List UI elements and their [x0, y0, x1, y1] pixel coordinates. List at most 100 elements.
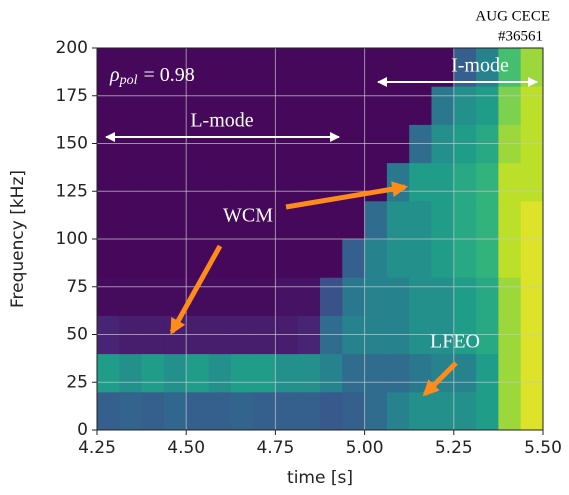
heatmap-cell [364, 277, 388, 316]
y-tick-label: 25 [66, 372, 88, 392]
heatmap-cell [409, 48, 432, 87]
heatmap-cell [275, 200, 299, 240]
heatmap-cell [230, 162, 254, 202]
heatmap-cell [386, 162, 410, 202]
heatmap-cell [253, 200, 276, 240]
heatmap-cell [297, 200, 321, 240]
heatmap-cell [97, 48, 120, 87]
heatmap-cell [297, 353, 321, 393]
heatmap-cell [163, 86, 187, 125]
heatmap-cell [119, 162, 143, 202]
heatmap-cell [386, 239, 410, 278]
heatmap-cell [520, 277, 544, 316]
y-tick-label: 200 [56, 38, 88, 58]
heatmap-cell [520, 353, 544, 393]
heatmap-cell [208, 162, 232, 202]
heatmap-cell [141, 86, 165, 125]
wcm-label: WCM [223, 205, 273, 227]
x-axis-label: time [s] [287, 468, 353, 488]
heatmap-cell [119, 86, 143, 125]
heatmap-cell [342, 48, 366, 87]
heatmap-cell [253, 86, 276, 125]
y-tick-label: 50 [66, 325, 88, 345]
heatmap-cell [275, 48, 299, 87]
heatmap-cell [163, 353, 187, 393]
heatmap-cell [97, 353, 120, 393]
heatmap-cell [520, 86, 544, 125]
rho-annotation: ρpol = 0.98 [109, 64, 195, 89]
heatmap-cell [364, 353, 388, 393]
heatmap-cell [208, 391, 232, 431]
wcm-arrow [285, 181, 409, 210]
heatmap-cell [476, 277, 499, 316]
heatmap-cell [119, 391, 143, 431]
heatmap-cell [431, 200, 455, 240]
y-axis-label: Frequency [kHz] [8, 170, 28, 308]
heatmap-cell [453, 239, 477, 278]
heatmap-cell [275, 353, 299, 393]
heatmap-cell [208, 277, 232, 316]
heatmap-cell [520, 391, 544, 431]
header-line: #36561 [498, 28, 543, 44]
heatmap-cell [409, 239, 432, 278]
heatmap-cell [230, 277, 254, 316]
rho-value: = 0.98 [144, 64, 195, 86]
heatmap-cell [163, 200, 187, 240]
heatmap-cell [297, 162, 321, 202]
heatmap-cell [141, 353, 165, 393]
heatmap-cell [97, 162, 120, 202]
heatmap-cell [386, 86, 410, 125]
heatmap-cell [141, 391, 165, 431]
heatmap-cell [453, 86, 477, 125]
y-tick-label: 125 [56, 181, 88, 201]
heatmap-cell [275, 162, 299, 202]
lmode-label: L-mode [190, 110, 253, 132]
heatmap-cell [498, 391, 522, 431]
heatmap-cell [297, 277, 321, 316]
heatmap-cell [453, 391, 477, 431]
heatmap-cell [97, 277, 120, 316]
heatmap-cell [186, 391, 209, 431]
heatmap-cell [498, 353, 522, 393]
heatmap-cell [320, 391, 343, 431]
y-tick-label: 175 [56, 86, 88, 106]
heatmap-cell [409, 86, 432, 125]
heatmap-cell [186, 200, 209, 240]
heatmap-cell [119, 239, 143, 278]
heatmap-cell [386, 353, 410, 393]
heatmap-cell [342, 200, 366, 240]
heatmap-cell [186, 239, 209, 278]
y-tick-label: 100 [56, 229, 88, 249]
heatmap-cell [141, 200, 165, 240]
heatmap-cell [453, 277, 477, 316]
heatmap-cell [186, 162, 209, 202]
heatmap-cell [208, 353, 232, 393]
heatmap-cell [431, 86, 455, 125]
heatmap-cell [275, 86, 299, 125]
heatmap-cell [97, 239, 120, 278]
heatmap-cell [141, 48, 165, 87]
heatmap-cell [520, 48, 544, 87]
heatmap-cell [409, 200, 432, 240]
heatmap-cell [386, 391, 410, 431]
x-tick-label: 4.75 [256, 438, 294, 458]
heatmap-cell [119, 353, 143, 393]
imode-label: I-mode [451, 55, 509, 77]
heatmap-cell [320, 239, 343, 278]
heatmap-cell [141, 239, 165, 278]
heatmap-cell [476, 86, 499, 125]
heatmap-cell [364, 239, 388, 278]
heatmap-cell [230, 239, 254, 278]
heatmap-cell [498, 200, 522, 240]
heatmap-cell [141, 277, 165, 316]
heatmap-cell [498, 86, 522, 125]
x-tick-label: 4.50 [167, 438, 205, 458]
rho-symbol: ρ [109, 64, 120, 86]
heatmap-cell [208, 239, 232, 278]
heatmap-cell [431, 239, 455, 278]
x-tick-label: 5.50 [524, 438, 562, 458]
lfeo-label: LFEO [430, 331, 480, 353]
heatmap-cell [520, 162, 544, 202]
y-tick-label: 0 [77, 420, 88, 440]
